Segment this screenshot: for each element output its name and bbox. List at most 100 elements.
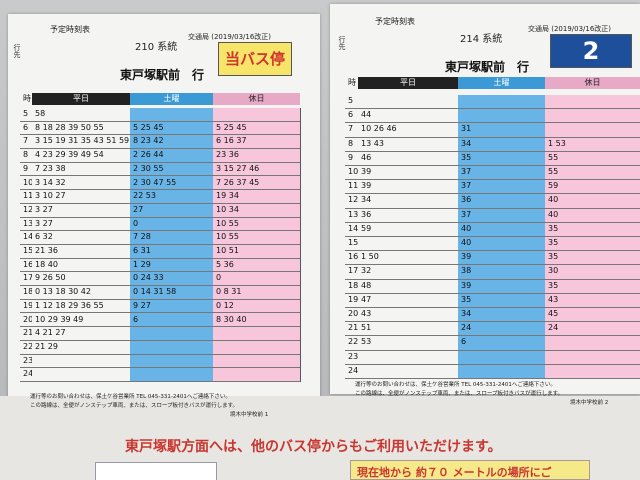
hour-cell: 9 xyxy=(345,152,358,166)
time-cell: 3 15 27 46 xyxy=(213,163,300,177)
time-cell: 35 xyxy=(545,251,640,266)
time-cell: 51 xyxy=(358,322,458,337)
time-cell: 0 12 xyxy=(213,300,300,314)
time-cell: 5 25 45 xyxy=(130,122,213,136)
time-cell: 23 36 xyxy=(213,149,300,163)
label: 予定時刻表 xyxy=(375,17,415,26)
time-cell xyxy=(545,123,640,138)
time-cell: 34 xyxy=(458,138,545,152)
time-cell: 35 xyxy=(458,294,545,308)
hour-cell: 9 xyxy=(20,163,32,177)
time-cell: 1 53 xyxy=(545,138,640,152)
time-cell: 10 51 xyxy=(213,245,300,259)
time-cell xyxy=(458,351,545,365)
time-cell: 3 15 19 31 35 43 51 59 xyxy=(32,135,130,150)
office: 交通局 (2019/03/16改正) xyxy=(188,33,272,41)
hour-cell: 17 xyxy=(20,272,32,287)
time-cell xyxy=(213,327,300,341)
column-body xyxy=(545,95,640,379)
time-cell: 13 43 xyxy=(358,138,458,152)
time-cell: 1 29 xyxy=(130,259,213,273)
hour-cell: 7 xyxy=(345,123,358,138)
time-cell: 37 xyxy=(458,180,545,195)
time-cell: 19 34 xyxy=(213,190,300,204)
destination: 東戸塚駅前 行 xyxy=(120,68,205,82)
hour-cell: 24 xyxy=(345,365,358,379)
hour-cell: 19 xyxy=(20,300,32,314)
time-cell: 8 18 28 39 50 55 xyxy=(32,122,130,136)
hour-cell: 15 xyxy=(20,245,32,259)
time-cell xyxy=(130,355,213,369)
hour-cell: 11 xyxy=(345,180,358,195)
time-cell: 3 10 27 xyxy=(32,190,130,204)
hour-cell: 12 xyxy=(20,204,32,218)
hour-cell: 8 xyxy=(20,149,32,163)
time-cell: 40 xyxy=(458,223,545,237)
time-cell xyxy=(458,365,545,379)
time-cell: 44 xyxy=(358,109,458,124)
footer-note: この路線は、全便がノンステップ車両、または、スロープ板付きバスが運行します。 xyxy=(355,391,564,397)
column-header: 休日 xyxy=(213,93,300,105)
time-cell: 36 xyxy=(358,209,458,223)
badge: 2 xyxy=(550,34,632,68)
time-cell: 22 53 xyxy=(130,190,213,204)
time-cell xyxy=(130,108,213,122)
time-cell: 4 23 29 39 49 54 xyxy=(32,149,130,163)
time-cell: 18 40 xyxy=(32,259,130,273)
side-label: 行先 xyxy=(338,36,346,50)
time-cell: 8 23 42 xyxy=(130,135,213,150)
time-cell: 37 xyxy=(458,209,545,223)
hour-cell: 23 xyxy=(345,351,358,365)
time-cell xyxy=(545,109,640,124)
time-cell xyxy=(32,355,130,369)
hour-cell: 24 xyxy=(20,368,32,382)
time-cell xyxy=(358,237,458,252)
time-cell: 36 xyxy=(458,194,545,209)
time-cell: 32 xyxy=(358,265,458,280)
time-cell xyxy=(130,368,213,382)
time-cell: 39 xyxy=(458,251,545,266)
time-cell xyxy=(545,336,640,351)
time-cell xyxy=(32,368,130,382)
hour-cell: 12 xyxy=(345,194,358,209)
time-cell: 58 xyxy=(32,108,130,122)
hour-cell: 22 xyxy=(345,336,358,351)
hour-cell: 16 xyxy=(345,251,358,266)
column-header: 時 xyxy=(345,77,358,89)
time-cell: 5 36 xyxy=(213,259,300,273)
time-cell: 1 12 18 29 36 55 xyxy=(32,300,130,314)
time-cell: 37 xyxy=(458,166,545,181)
time-cell: 8 30 40 xyxy=(213,314,300,328)
hour-cell: 14 xyxy=(345,223,358,237)
footer-note: 運行等のお問い合わせは、保土ケ谷営業所 TEL 045-331-2401へご連絡… xyxy=(30,394,231,400)
time-cell xyxy=(358,351,458,365)
time-cell: 0 8 31 xyxy=(213,286,300,300)
time-cell xyxy=(213,108,300,122)
time-cell: 3 14 32 xyxy=(32,177,130,191)
time-cell: 5 25 45 xyxy=(213,122,300,136)
time-cell: 7 28 xyxy=(130,231,213,245)
time-cell: 1 50 xyxy=(358,251,458,266)
hour-cell: 6 xyxy=(345,109,358,124)
column-header: 土曜 xyxy=(130,93,213,105)
time-cell xyxy=(458,109,545,124)
time-cell: 10 29 39 49 xyxy=(32,314,130,328)
time-cell: 10 55 xyxy=(213,231,300,245)
time-cell: 35 xyxy=(545,237,640,252)
hour-cell: 21 xyxy=(345,322,358,337)
time-cell: 40 xyxy=(458,237,545,252)
route: 210 系統 xyxy=(135,42,178,53)
destination: 東戸塚駅前 行 xyxy=(445,60,530,74)
hour-cell: 18 xyxy=(20,286,32,300)
time-cell: 0 13 18 30 42 xyxy=(32,286,130,300)
hour-cell: 20 xyxy=(20,314,32,328)
time-cell: 43 xyxy=(358,308,458,323)
footer-note: 境木中学校前 2 xyxy=(570,400,609,406)
time-cell: 7 23 38 xyxy=(32,163,130,177)
column-header: 土曜 xyxy=(458,77,545,89)
time-cell: 46 xyxy=(358,152,458,166)
time-cell: 9 26 50 xyxy=(32,272,130,287)
office: 交通局 (2019/03/16改正) xyxy=(528,25,612,33)
time-cell: 0 14 31 58 xyxy=(130,286,213,300)
